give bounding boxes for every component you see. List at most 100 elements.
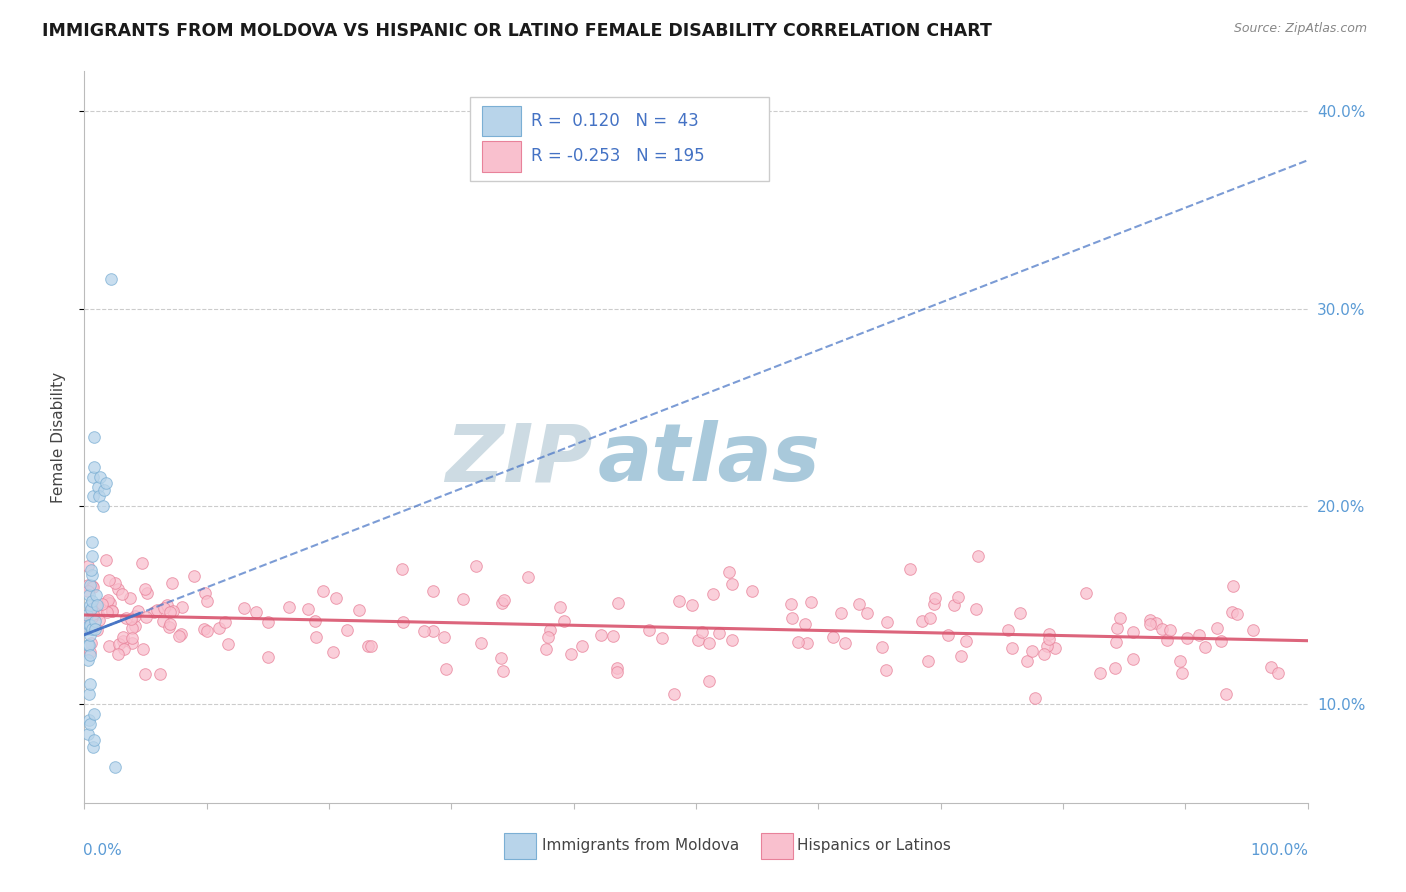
Point <box>170 600 193 615</box>
Point <box>392 615 415 629</box>
Point <box>136 586 159 600</box>
Point <box>83 706 105 721</box>
Point <box>83 430 105 444</box>
Point <box>1122 651 1144 665</box>
Point <box>1170 665 1192 680</box>
Point <box>94 552 117 566</box>
Point <box>1188 628 1211 642</box>
Point <box>1220 605 1243 619</box>
Point <box>77 616 100 631</box>
Point <box>1038 627 1060 641</box>
Point <box>591 628 613 642</box>
Point <box>79 598 101 612</box>
Text: Immigrants from Moldova: Immigrants from Moldova <box>541 838 740 854</box>
Text: IMMIGRANTS FROM MOLDOVA VS HISPANIC OR LATINO FEMALE DISABILITY CORRELATION CHAR: IMMIGRANTS FROM MOLDOVA VS HISPANIC OR L… <box>42 22 993 40</box>
Point <box>898 562 921 576</box>
Point <box>1209 634 1232 648</box>
Point <box>662 687 685 701</box>
FancyBboxPatch shape <box>470 97 769 181</box>
Point <box>77 558 100 573</box>
Point <box>876 615 898 630</box>
Point <box>391 562 413 576</box>
Point <box>157 620 180 634</box>
Point <box>1001 640 1024 655</box>
Point <box>256 615 278 629</box>
Point <box>134 582 156 597</box>
Point <box>607 596 630 610</box>
Point <box>79 648 101 662</box>
Point <box>1122 625 1144 640</box>
Point <box>77 726 100 740</box>
Text: R =  0.120   N =  43: R = 0.120 N = 43 <box>531 112 699 130</box>
Text: Hispanics or Latinos: Hispanics or Latinos <box>797 838 952 854</box>
Point <box>516 570 538 584</box>
Point <box>780 597 803 611</box>
Point <box>80 549 103 563</box>
Point <box>360 639 382 653</box>
Point <box>950 649 973 664</box>
FancyBboxPatch shape <box>482 141 522 171</box>
Point <box>1215 687 1237 701</box>
Point <box>114 611 136 625</box>
Point <box>77 617 100 632</box>
Point <box>111 587 134 601</box>
Point <box>80 622 103 636</box>
Point <box>433 631 456 645</box>
Point <box>1168 654 1191 668</box>
Point <box>322 645 344 659</box>
Point <box>142 605 165 619</box>
Point <box>80 602 103 616</box>
Point <box>77 618 100 632</box>
Point <box>1043 641 1066 656</box>
Point <box>347 603 370 617</box>
Point <box>195 594 218 608</box>
Point <box>800 595 823 609</box>
Point <box>194 585 217 599</box>
Point <box>82 568 104 582</box>
Point <box>848 598 870 612</box>
Point <box>637 623 659 637</box>
Point <box>571 639 593 653</box>
Point <box>107 648 129 662</box>
Point <box>924 591 946 605</box>
Point <box>170 626 193 640</box>
Point <box>149 667 172 681</box>
Point <box>537 630 560 644</box>
Y-axis label: Female Disability: Female Disability <box>51 371 66 503</box>
Point <box>1015 654 1038 668</box>
Point <box>470 636 492 650</box>
Point <box>104 576 127 591</box>
Point <box>82 489 104 503</box>
Point <box>1032 647 1054 661</box>
Point <box>100 272 122 286</box>
Point <box>82 580 104 594</box>
Point <box>86 624 108 638</box>
Point <box>87 479 110 493</box>
Point <box>780 611 803 625</box>
Text: Source: ZipAtlas.com: Source: ZipAtlas.com <box>1233 22 1367 36</box>
Point <box>1156 633 1178 648</box>
Point <box>77 583 100 598</box>
Point <box>1104 661 1126 675</box>
Point <box>1159 624 1181 638</box>
Point <box>121 636 143 650</box>
Point <box>162 576 184 591</box>
Point <box>796 636 818 650</box>
Point <box>135 610 157 624</box>
Point <box>553 614 575 628</box>
Point <box>90 597 112 611</box>
Point <box>84 588 107 602</box>
Point <box>943 599 966 613</box>
Point <box>1105 635 1128 649</box>
Point <box>232 601 254 615</box>
Point <box>1144 615 1167 630</box>
Point <box>721 577 744 591</box>
Point <box>112 633 135 648</box>
Point <box>80 579 103 593</box>
Point <box>108 637 131 651</box>
Point <box>1036 640 1059 654</box>
Point <box>721 632 744 647</box>
Point <box>692 624 714 639</box>
Point <box>707 626 730 640</box>
Point <box>79 618 101 632</box>
